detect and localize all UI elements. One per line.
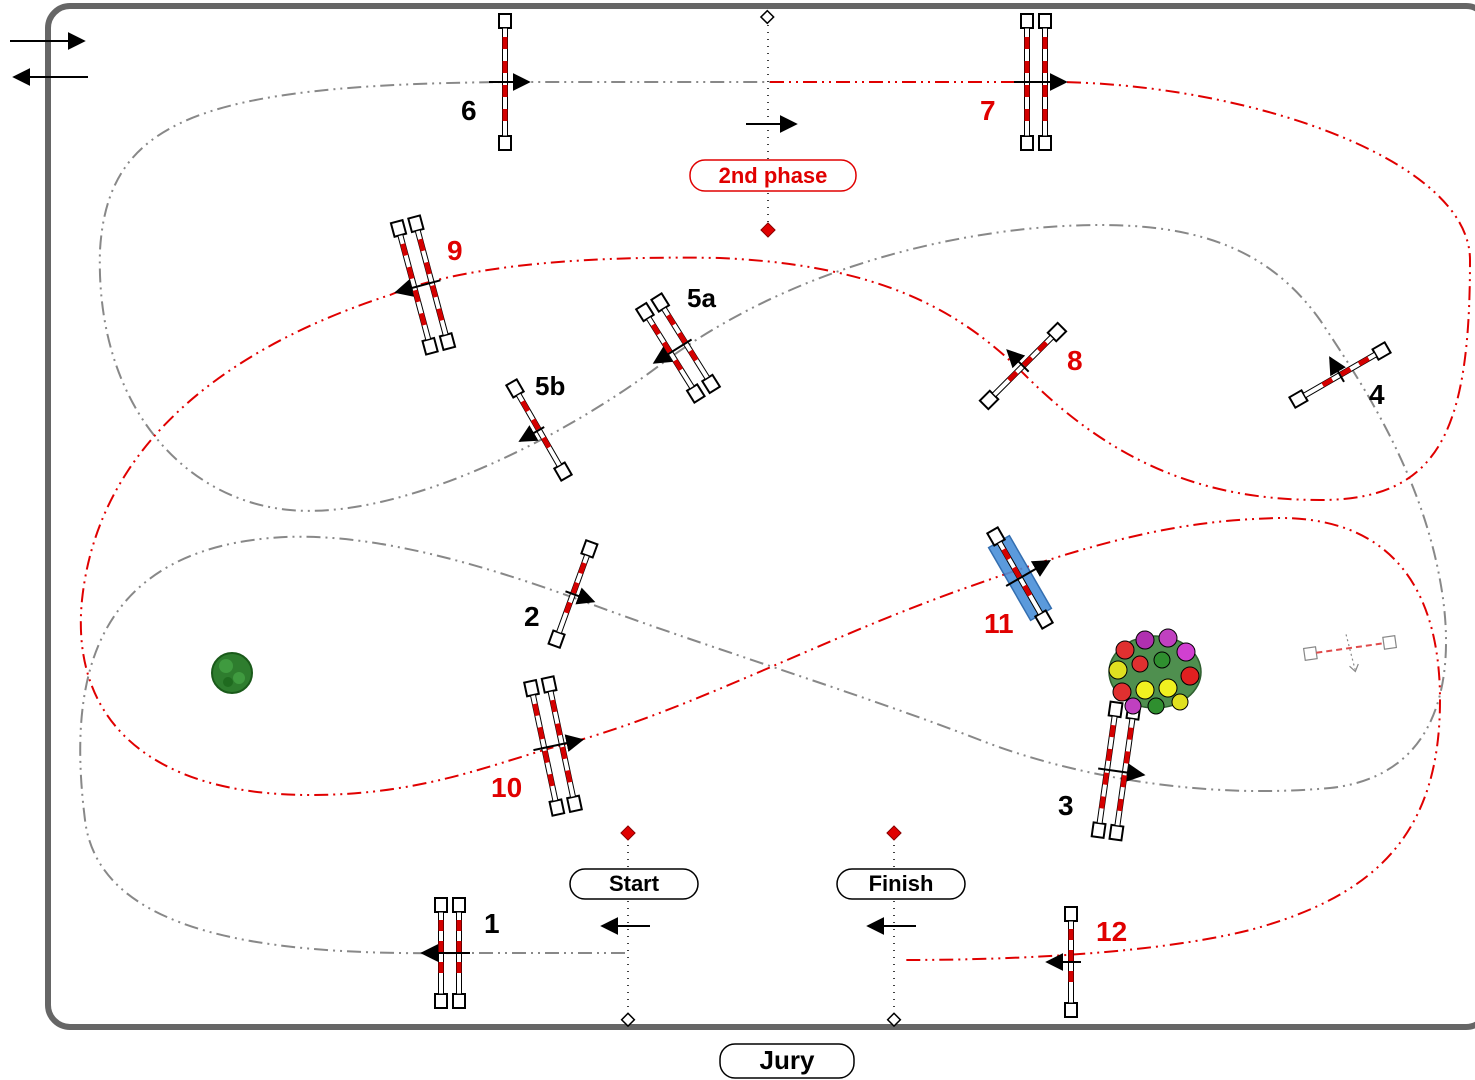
obstacle-label: 7 xyxy=(980,95,996,126)
obstacle-3 xyxy=(1090,700,1146,842)
tree-icon xyxy=(211,652,253,694)
obstacle-4 xyxy=(1288,341,1392,409)
obstacle-5b xyxy=(505,378,573,482)
flower-bed-icon xyxy=(1108,628,1202,715)
obstacle-11 xyxy=(986,526,1054,630)
obstacle-label: 6 xyxy=(461,95,477,126)
obstacle-8 xyxy=(978,321,1068,411)
start-marker: Start xyxy=(569,868,699,900)
obstacle-label: 4 xyxy=(1369,379,1385,410)
obstacle-7 xyxy=(1014,13,1068,151)
track-phase-2 xyxy=(79,81,1472,961)
finish-marker: Finish xyxy=(836,868,966,900)
obstacle-1 xyxy=(420,897,470,1009)
finish-line xyxy=(866,825,916,1028)
jury-label: Jury xyxy=(760,1045,815,1075)
track-phase-1 xyxy=(79,81,1447,955)
start-line xyxy=(600,825,650,1028)
spare-fence-icon xyxy=(1302,634,1398,673)
obstacle-label: 11 xyxy=(984,608,1014,639)
finish-label: Finish xyxy=(869,871,934,896)
obstacle-label: 1 xyxy=(484,908,500,939)
start-label: Start xyxy=(609,871,660,896)
obstacle-2 xyxy=(547,539,599,649)
obstacle-label: 3 xyxy=(1058,790,1074,821)
obstacle-6 xyxy=(489,13,531,151)
obstacle-label: 2 xyxy=(524,601,540,632)
obstacle-5a xyxy=(635,292,721,404)
jury-marker: Jury xyxy=(719,1043,855,1079)
obstacle-12 xyxy=(1045,906,1081,1018)
phase2-label: 2nd phase xyxy=(719,163,828,188)
arena-fence xyxy=(45,3,1475,1030)
obstacle-label: 9 xyxy=(447,235,463,266)
obstacle-label: 12 xyxy=(1096,916,1127,947)
obstacle-label: 5b xyxy=(535,371,565,401)
phase2-marker: 2nd phase xyxy=(689,159,857,192)
obstacle-label: 5a xyxy=(687,283,716,313)
phase2-line xyxy=(746,9,798,238)
direction-arrows-icon xyxy=(10,32,88,86)
obstacle-label: 8 xyxy=(1067,345,1083,376)
obstacle-10 xyxy=(523,675,585,817)
obstacle-label: 10 xyxy=(491,772,522,803)
obstacle-9 xyxy=(389,214,457,356)
